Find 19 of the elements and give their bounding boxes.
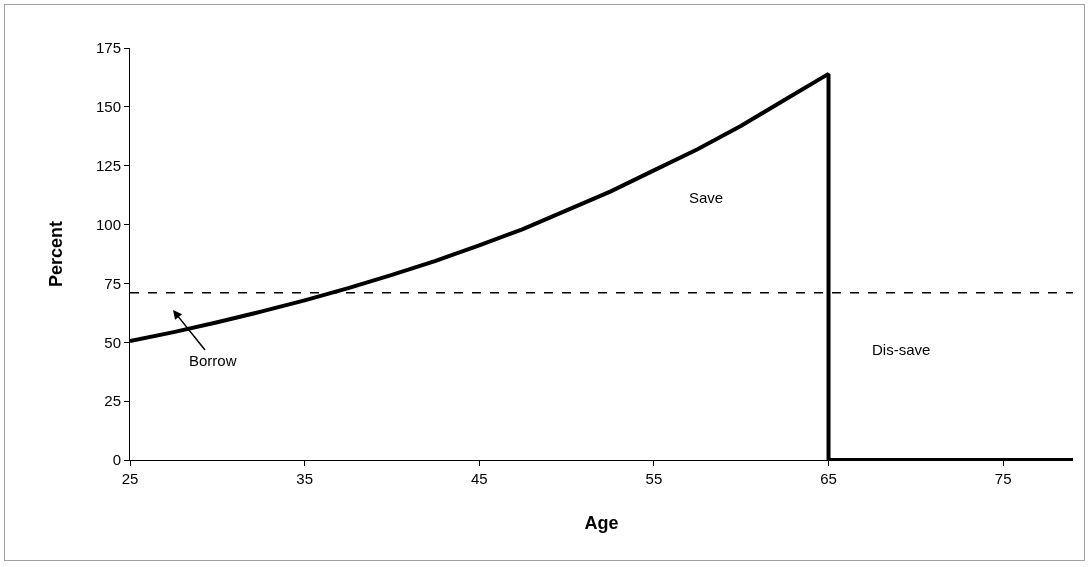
- x-axis-title: Age: [584, 513, 619, 534]
- y-tick-label: 100: [95, 215, 121, 233]
- x-tick-label: 65: [820, 470, 837, 487]
- x-tick-label: 55: [645, 470, 663, 487]
- annotation: Save: [689, 189, 724, 206]
- y-tick-label: 50: [104, 333, 121, 351]
- y-tick-label: 125: [95, 156, 121, 174]
- annotation: Borrow: [189, 352, 237, 369]
- y-tick-label: 25: [104, 392, 121, 410]
- y-tick-label: 75: [104, 274, 121, 292]
- y-tick-label: 175: [95, 39, 121, 57]
- x-tick-label: 25: [121, 470, 139, 487]
- x-tick-label: 75: [994, 470, 1012, 487]
- y-tick-label: 150: [95, 98, 121, 116]
- annotation: Dis-save: [872, 341, 931, 358]
- x-tick-label: 45: [470, 470, 488, 487]
- y-tick-label: 0: [112, 451, 121, 469]
- x-tick-label: 35: [296, 470, 313, 487]
- y-axis-title: Percent: [46, 220, 67, 288]
